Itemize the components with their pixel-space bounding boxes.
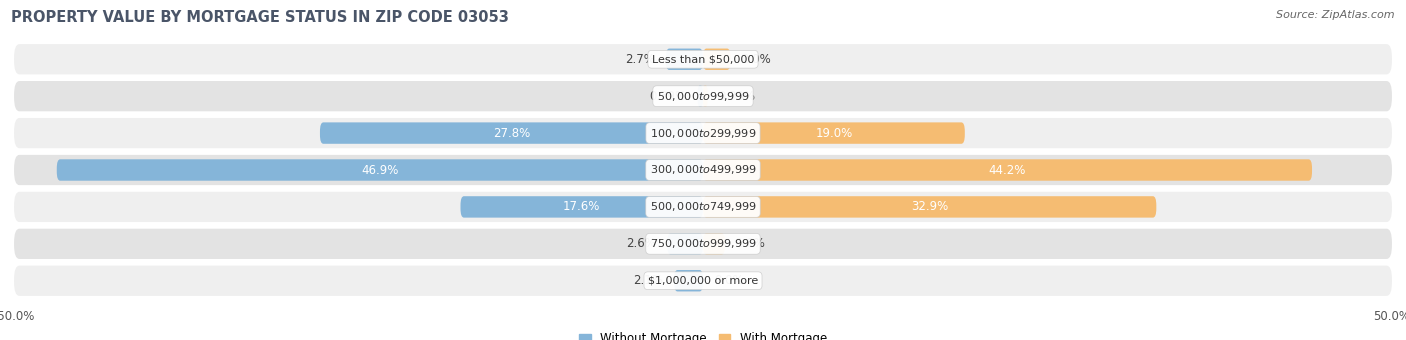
Text: $300,000 to $499,999: $300,000 to $499,999 xyxy=(650,164,756,176)
Text: 46.9%: 46.9% xyxy=(361,164,398,176)
Text: 0.0%: 0.0% xyxy=(714,274,744,287)
FancyBboxPatch shape xyxy=(14,81,1392,111)
Text: 1.6%: 1.6% xyxy=(737,237,766,250)
Text: $50,000 to $99,999: $50,000 to $99,999 xyxy=(657,90,749,103)
Text: 2.1%: 2.1% xyxy=(633,274,664,287)
FancyBboxPatch shape xyxy=(703,233,725,255)
Text: $500,000 to $749,999: $500,000 to $749,999 xyxy=(650,200,756,214)
Text: $1,000,000 or more: $1,000,000 or more xyxy=(648,276,758,286)
FancyBboxPatch shape xyxy=(461,196,703,218)
FancyBboxPatch shape xyxy=(703,196,1156,218)
FancyBboxPatch shape xyxy=(14,266,1392,296)
Legend: Without Mortgage, With Mortgage: Without Mortgage, With Mortgage xyxy=(574,328,832,340)
FancyBboxPatch shape xyxy=(703,122,965,144)
FancyBboxPatch shape xyxy=(703,85,707,107)
Text: 2.6%: 2.6% xyxy=(626,237,657,250)
FancyBboxPatch shape xyxy=(14,192,1392,222)
Text: 32.9%: 32.9% xyxy=(911,200,948,214)
Text: 2.7%: 2.7% xyxy=(624,53,655,66)
FancyBboxPatch shape xyxy=(697,85,703,107)
FancyBboxPatch shape xyxy=(703,159,1312,181)
Text: Less than $50,000: Less than $50,000 xyxy=(652,54,754,64)
FancyBboxPatch shape xyxy=(14,229,1392,259)
Text: 19.0%: 19.0% xyxy=(815,126,852,140)
FancyBboxPatch shape xyxy=(56,159,703,181)
Text: 44.2%: 44.2% xyxy=(988,164,1026,176)
FancyBboxPatch shape xyxy=(14,44,1392,74)
Text: $750,000 to $999,999: $750,000 to $999,999 xyxy=(650,237,756,250)
FancyBboxPatch shape xyxy=(673,270,703,291)
Text: $100,000 to $299,999: $100,000 to $299,999 xyxy=(650,126,756,140)
Text: 0.33%: 0.33% xyxy=(718,90,755,103)
Text: 2.0%: 2.0% xyxy=(741,53,772,66)
Text: 17.6%: 17.6% xyxy=(562,200,600,214)
Text: PROPERTY VALUE BY MORTGAGE STATUS IN ZIP CODE 03053: PROPERTY VALUE BY MORTGAGE STATUS IN ZIP… xyxy=(11,10,509,25)
FancyBboxPatch shape xyxy=(321,122,703,144)
FancyBboxPatch shape xyxy=(668,233,703,255)
FancyBboxPatch shape xyxy=(666,49,703,70)
Text: 27.8%: 27.8% xyxy=(494,126,530,140)
FancyBboxPatch shape xyxy=(703,49,731,70)
Text: 0.39%: 0.39% xyxy=(650,90,686,103)
Text: Source: ZipAtlas.com: Source: ZipAtlas.com xyxy=(1277,10,1395,20)
FancyBboxPatch shape xyxy=(14,118,1392,148)
FancyBboxPatch shape xyxy=(14,155,1392,185)
